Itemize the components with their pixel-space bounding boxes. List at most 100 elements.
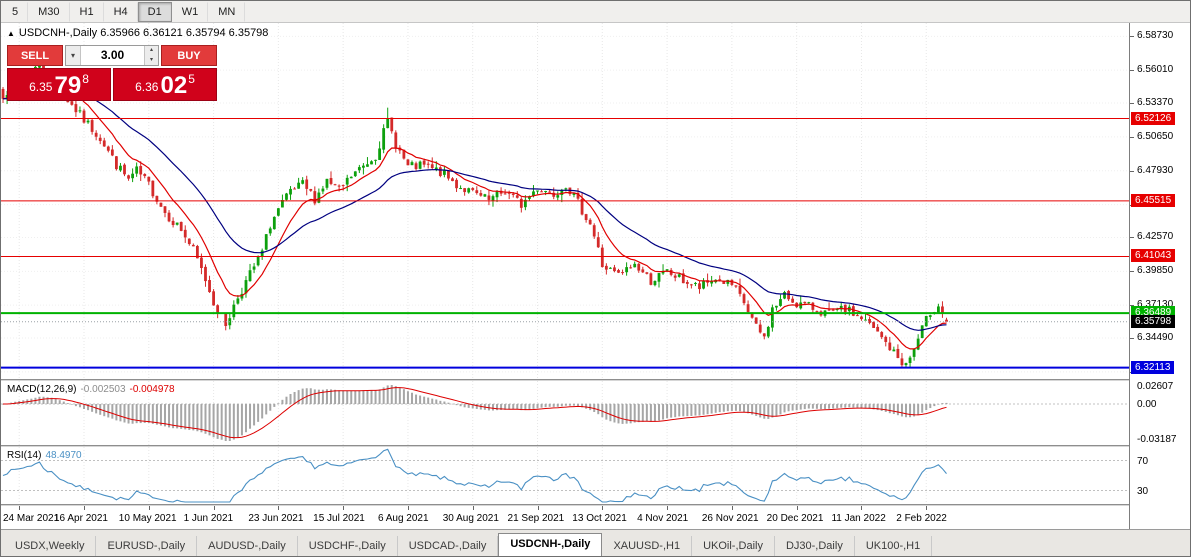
time-tickmark	[148, 506, 150, 510]
macd-canvas	[1, 381, 1129, 445]
volume-decrease-button[interactable]: ▾	[145, 55, 158, 65]
time-axis-label: 4 Nov 2021	[637, 513, 689, 524]
time-axis-label: 1 Jun 2021	[183, 513, 234, 524]
symbol-ohlc-label: USDCNH-,Daily 6.35966 6.36121 6.35794 6.…	[18, 27, 269, 39]
time-axis-label: 23 Jun 2021	[248, 513, 304, 524]
macd-signal-value: -0.004978	[129, 384, 175, 395]
time-axis-label: 21 Sep 2021	[507, 513, 565, 524]
macd-pane[interactable]: MACD(12,26,9) -0.002503 -0.004978	[1, 381, 1129, 445]
time-axis[interactable]: 24 Mar 2021 16 Apr 2021 10 May 2021 1 Jun 2…	[1, 506, 1129, 529]
rsi-level-label: 30	[1137, 485, 1149, 497]
price-tickmark	[1130, 237, 1134, 239]
price-pane[interactable]: ▲ USDCNH-,Daily 6.35966 6.36121 6.35794 6…	[1, 23, 1129, 379]
timeframe-button-d1[interactable]: D1	[137, 1, 172, 22]
timeframe-button-m30[interactable]: M30	[28, 1, 70, 22]
volume-spinner: ▴ ▾	[144, 46, 158, 65]
time-tickmark	[796, 506, 798, 510]
timeframe-toolbar: 5 M30 H1 H4 D1 W1 MN	[1, 1, 1190, 23]
timeframe-button-h4[interactable]: H4	[104, 1, 138, 22]
timeframe-button-5[interactable]: 5	[2, 1, 29, 22]
time-tickmark	[213, 506, 215, 510]
sell-price-sup: 8	[82, 72, 89, 86]
timeframe-button-w1[interactable]: W1	[172, 1, 209, 22]
price-tick-label: 6.39850	[1137, 265, 1174, 277]
rsi-level-label: 70	[1137, 455, 1149, 467]
one-click-collapse-icon[interactable]: ▲	[7, 29, 15, 38]
buy-button[interactable]: BUY	[161, 45, 217, 66]
time-tickmark	[19, 506, 21, 510]
time-tickmark	[667, 506, 669, 510]
moving-average-30	[2, 85, 947, 331]
price-tick-label: 6.56010	[1137, 64, 1174, 76]
price-tick-label: 6.58730	[1137, 30, 1174, 42]
chart-tab-usdcnh-daily[interactable]: USDCNH-,Daily	[498, 533, 603, 556]
time-tickmark	[278, 506, 280, 510]
time-axis-label: 26 Nov 2021	[701, 513, 759, 524]
time-tickmark	[731, 506, 733, 510]
time-tickmark	[602, 506, 604, 510]
time-tickmark	[343, 506, 345, 510]
symbol-info: ▲ USDCNH-,Daily 6.35966 6.36121 6.35794 6…	[7, 27, 268, 39]
chart-tab-audusd-daily[interactable]: AUDUSD-,Daily	[197, 536, 298, 556]
volume-control: ▾ 3.00 ▴ ▾	[65, 45, 159, 66]
time-axis-label: 15 Jul 2021	[313, 513, 365, 524]
time-axis-label: 30 Aug 2021	[442, 513, 499, 524]
time-axis-label: 24 Mar 2021	[3, 513, 60, 524]
timeframe-button-h1[interactable]: H1	[70, 1, 104, 22]
sell-button[interactable]: SELL	[7, 45, 63, 66]
time-axis-label: 6 Aug 2021	[377, 513, 429, 524]
timeframe-button-mn[interactable]: MN	[208, 1, 246, 22]
price-tick-label: 6.34490	[1137, 332, 1174, 344]
chart-tab-eurusd-daily[interactable]: EURUSD-,Daily	[96, 536, 198, 556]
pane-splitter[interactable]	[1, 379, 1190, 381]
buy-price-display[interactable]: 6.36 02 5	[113, 68, 217, 101]
time-tickmark	[537, 506, 539, 510]
macd-axis-label: 0.00	[1137, 399, 1157, 411]
rsi-name: RSI(14)	[7, 450, 42, 461]
price-tickmark	[1130, 305, 1134, 307]
sell-price-display[interactable]: 6.35 79 8	[7, 68, 111, 101]
price-tickmark	[1130, 271, 1134, 273]
chart-tab-usdchf-daily[interactable]: USDCHF-,Daily	[298, 536, 398, 556]
price-tick-label: 6.53370	[1137, 97, 1174, 109]
price-tick-label: 6.50650	[1137, 130, 1174, 142]
time-axis-label: 16 Apr 2021	[54, 513, 108, 524]
time-axis-label: 2 Feb 2022	[896, 513, 947, 524]
pane-splitter[interactable]	[1, 445, 1190, 447]
macd-axis-label: 0.02607	[1137, 381, 1174, 392]
volume-increase-button[interactable]: ▴	[145, 46, 158, 56]
chart-region: ▲ USDCNH-,Daily 6.35966 6.36121 6.35794 6…	[1, 23, 1190, 529]
price-level-badge: 6.52126	[1131, 111, 1176, 125]
chart-tab-usdcad-daily[interactable]: USDCAD-,Daily	[398, 536, 499, 556]
chart-tab-xauusd-h1[interactable]: XAUUSD-,H1	[602, 536, 693, 556]
buy-price-prefix: 6.36	[135, 80, 159, 94]
chart-tab-uk100-h1[interactable]: UK100-,H1	[855, 536, 933, 556]
one-click-trading-panel: SELL ▾ 3.00 ▴ ▾ BUY 6.35 79	[7, 45, 217, 101]
price-tick-label: 6.42570	[1137, 231, 1174, 243]
macd-signal-line	[3, 387, 947, 439]
time-axis-label: 11 Jan 2022	[831, 513, 886, 524]
sell-price-prefix: 6.35	[29, 80, 53, 94]
rsi-pane[interactable]: RSI(14) 48.4970	[1, 447, 1129, 504]
macd-axis-label: -0.03187	[1137, 434, 1177, 445]
volume-value[interactable]: 3.00	[100, 48, 125, 62]
macd-label: MACD(12,26,9) -0.002503 -0.004978	[7, 384, 175, 395]
time-axis-label: 10 May 2021	[118, 513, 177, 524]
price-axis[interactable]: 6.52126 6.45515 6.41043 6.36489 6.32113 6.357…	[1129, 23, 1190, 529]
chart-tab-dj30-daily[interactable]: DJ30-,Daily	[775, 536, 855, 556]
buy-price-big: 02	[160, 72, 188, 99]
time-tickmark	[84, 506, 85, 510]
price-level-badge: 6.45515	[1131, 193, 1176, 207]
price-tickmark	[1130, 103, 1134, 105]
volume-dropdown-button[interactable]: ▾	[66, 46, 81, 65]
price-level-badge: 6.41043	[1131, 249, 1176, 263]
price-tick-label: 6.37130	[1137, 299, 1174, 311]
buy-price-sup: 5	[188, 72, 195, 86]
time-axis-label: 20 Dec 2021	[766, 513, 824, 524]
chart-tab-ukoil-daily[interactable]: UKOil-,Daily	[692, 536, 775, 556]
pane-splitter[interactable]	[1, 504, 1190, 506]
moving-average-10	[2, 75, 947, 350]
sell-price-big: 79	[54, 72, 82, 99]
chart-tab-usdx-weekly[interactable]: USDX,Weekly	[4, 536, 97, 556]
